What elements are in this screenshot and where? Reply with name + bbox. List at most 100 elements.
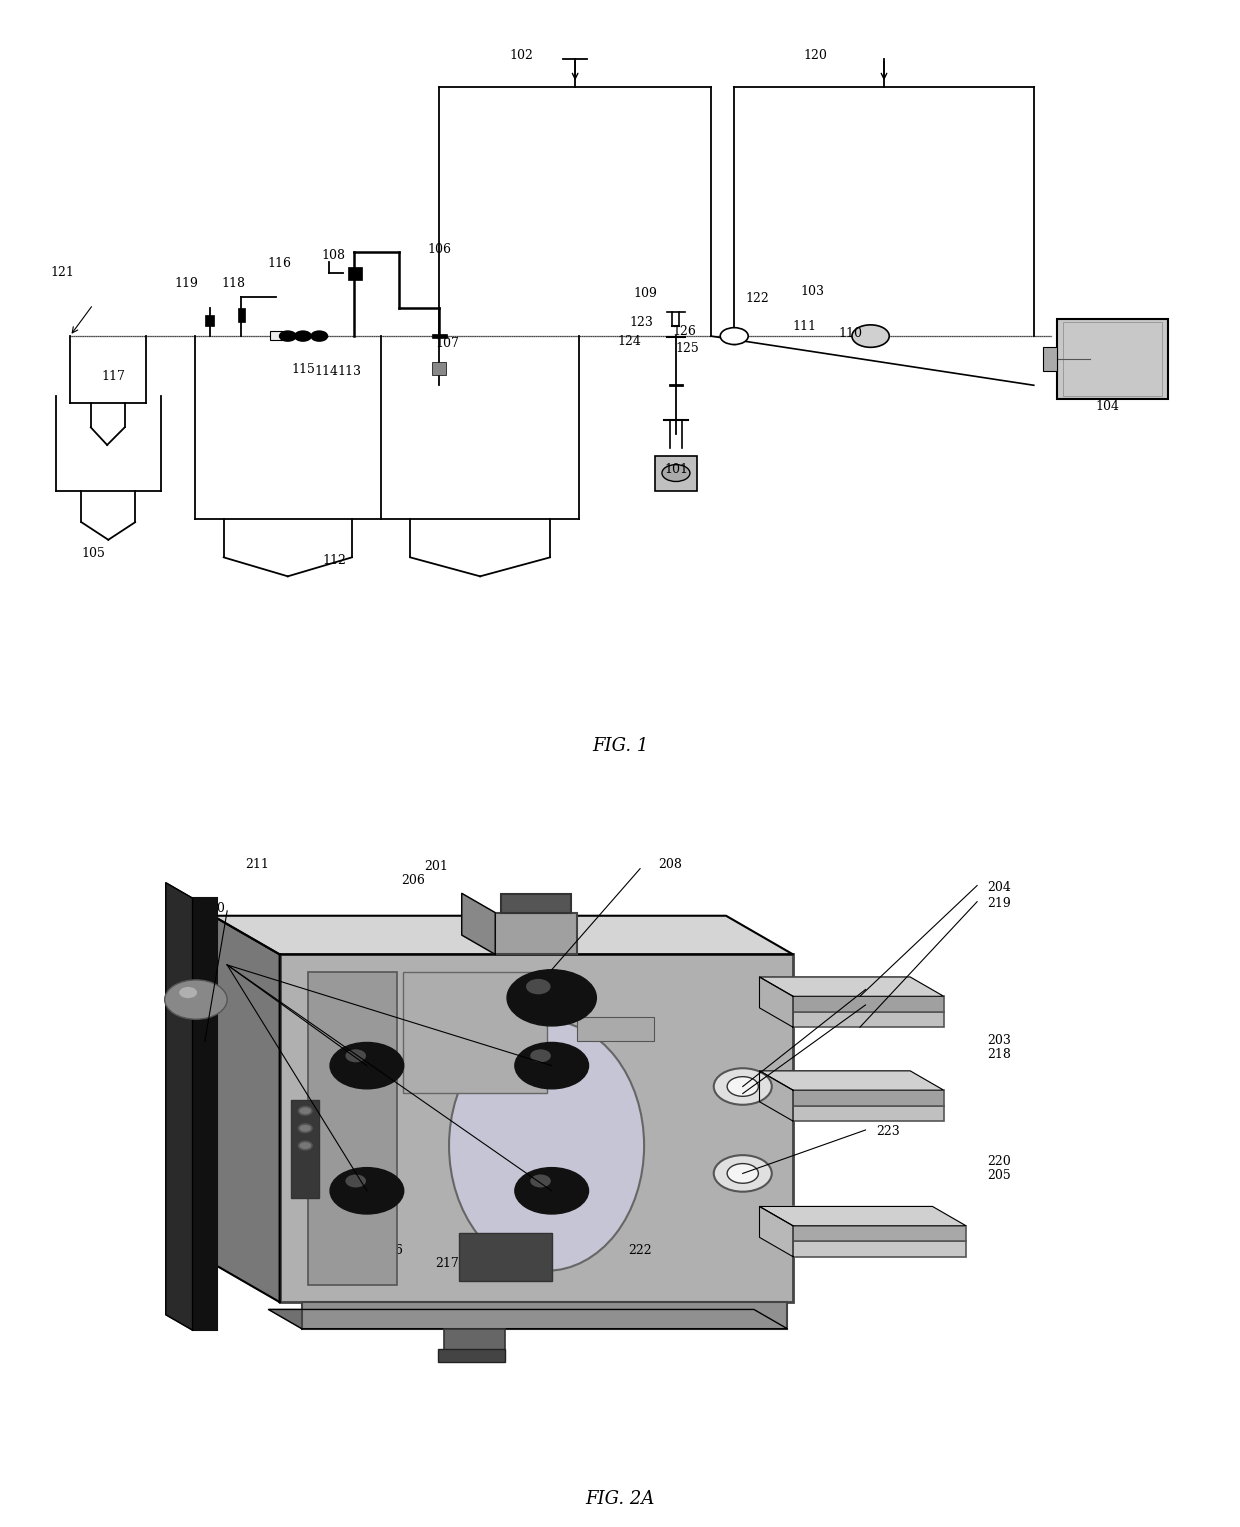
Text: 118: 118 bbox=[221, 276, 246, 290]
Circle shape bbox=[852, 325, 889, 347]
Circle shape bbox=[330, 1168, 404, 1214]
Text: 108: 108 bbox=[321, 249, 345, 261]
Circle shape bbox=[330, 1043, 404, 1089]
Text: 208: 208 bbox=[658, 858, 682, 870]
Polygon shape bbox=[759, 1070, 794, 1121]
Text: 210: 210 bbox=[201, 902, 224, 915]
Circle shape bbox=[299, 1124, 312, 1133]
Circle shape bbox=[180, 986, 197, 999]
Text: 203: 203 bbox=[987, 1034, 1012, 1046]
Text: 106: 106 bbox=[428, 243, 451, 257]
Bar bbox=[459, 1232, 552, 1281]
Circle shape bbox=[714, 1069, 771, 1104]
Polygon shape bbox=[759, 1070, 944, 1090]
Bar bbox=[794, 1090, 944, 1106]
Bar bbox=[238, 308, 244, 322]
Polygon shape bbox=[759, 977, 794, 1028]
Text: 216: 216 bbox=[379, 1245, 403, 1257]
Bar bbox=[290, 1101, 319, 1197]
Text: 126: 126 bbox=[672, 325, 696, 337]
Text: 214: 214 bbox=[190, 1141, 213, 1154]
Text: 123: 123 bbox=[629, 316, 653, 328]
Bar bbox=[794, 1241, 966, 1257]
Circle shape bbox=[515, 1043, 589, 1089]
Circle shape bbox=[507, 970, 596, 1026]
Bar bbox=[794, 1012, 944, 1028]
Circle shape bbox=[299, 1107, 312, 1115]
Circle shape bbox=[299, 1141, 312, 1150]
Text: 110: 110 bbox=[838, 327, 863, 341]
Text: 205: 205 bbox=[987, 1170, 1012, 1182]
Text: FIG. 2A: FIG. 2A bbox=[585, 1490, 655, 1509]
Text: 116: 116 bbox=[268, 257, 291, 270]
Polygon shape bbox=[759, 977, 944, 996]
Text: 121: 121 bbox=[51, 266, 74, 279]
Bar bbox=[1063, 322, 1162, 395]
Bar bbox=[794, 1226, 966, 1241]
Text: 223: 223 bbox=[875, 1125, 900, 1138]
Ellipse shape bbox=[449, 1020, 644, 1270]
Text: 120: 120 bbox=[804, 49, 828, 61]
Text: 107: 107 bbox=[435, 336, 460, 350]
Circle shape bbox=[346, 1049, 366, 1063]
Text: 219: 219 bbox=[987, 898, 1012, 910]
Text: 222: 222 bbox=[629, 1245, 652, 1257]
Text: 103: 103 bbox=[800, 286, 825, 298]
Circle shape bbox=[727, 1164, 759, 1183]
Polygon shape bbox=[759, 1206, 794, 1257]
Circle shape bbox=[531, 1174, 551, 1188]
Text: 201: 201 bbox=[424, 860, 448, 873]
Text: 114: 114 bbox=[314, 365, 339, 377]
Polygon shape bbox=[461, 893, 495, 954]
Bar bbox=[308, 971, 397, 1284]
Text: 109: 109 bbox=[634, 287, 657, 301]
Polygon shape bbox=[269, 1310, 787, 1328]
Bar bbox=[444, 1328, 506, 1351]
Circle shape bbox=[727, 1077, 759, 1096]
Text: 223: 223 bbox=[875, 985, 900, 997]
Text: 125: 125 bbox=[676, 342, 699, 354]
Bar bbox=[433, 362, 446, 374]
Text: 101: 101 bbox=[663, 463, 688, 476]
Text: 113: 113 bbox=[337, 365, 362, 377]
Bar bbox=[495, 913, 578, 954]
Text: 225: 225 bbox=[193, 956, 217, 970]
Text: FIG. 1: FIG. 1 bbox=[591, 738, 649, 756]
Circle shape bbox=[280, 331, 296, 341]
Bar bbox=[280, 954, 794, 1303]
Bar bbox=[303, 1303, 787, 1328]
Text: 119: 119 bbox=[175, 276, 198, 290]
Circle shape bbox=[165, 980, 227, 1019]
Text: 220: 220 bbox=[987, 1154, 1012, 1168]
Polygon shape bbox=[759, 1206, 966, 1226]
Bar bbox=[1043, 347, 1056, 371]
Circle shape bbox=[526, 979, 551, 994]
Text: 112: 112 bbox=[322, 554, 346, 568]
Bar bbox=[403, 971, 547, 1093]
Bar bbox=[1056, 319, 1168, 399]
Text: 122: 122 bbox=[745, 292, 769, 305]
Text: 102: 102 bbox=[508, 49, 533, 61]
Bar bbox=[438, 1350, 505, 1362]
Circle shape bbox=[720, 328, 748, 345]
Circle shape bbox=[346, 1174, 366, 1188]
Bar bbox=[270, 331, 288, 339]
Bar bbox=[205, 315, 215, 325]
Bar bbox=[794, 996, 944, 1012]
Text: 211: 211 bbox=[246, 858, 269, 870]
Text: 206: 206 bbox=[402, 873, 425, 887]
Bar bbox=[348, 267, 362, 279]
Text: 224: 224 bbox=[875, 1000, 900, 1014]
Polygon shape bbox=[213, 916, 280, 1303]
Text: 111: 111 bbox=[792, 321, 816, 333]
Circle shape bbox=[515, 1168, 589, 1214]
Text: 104: 104 bbox=[1095, 400, 1120, 412]
Text: 105: 105 bbox=[81, 547, 105, 560]
Text: 124: 124 bbox=[618, 334, 641, 348]
Bar bbox=[501, 893, 572, 913]
Circle shape bbox=[311, 331, 327, 341]
Polygon shape bbox=[166, 883, 192, 1330]
Text: 217: 217 bbox=[435, 1257, 459, 1270]
Polygon shape bbox=[213, 916, 794, 954]
Bar bbox=[433, 334, 448, 337]
